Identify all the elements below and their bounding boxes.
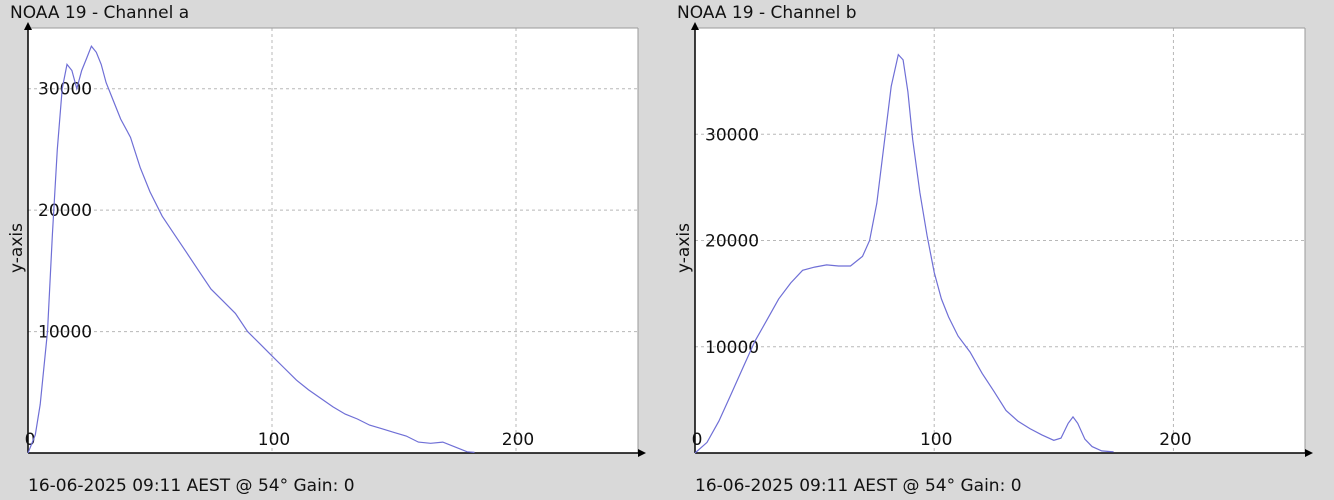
y-tick-label: 20000 [38,201,92,221]
chart-plot-channel-a: 0 100 200 10000 20000 30000 [24,22,646,457]
y-tick-label: 30000 [38,80,92,100]
y-tick-label: 10000 [705,338,759,358]
y-axis-arrow [24,22,32,30]
plot-area [28,28,638,453]
y-tick-label: 20000 [705,232,759,252]
x-axis-arrow [1305,449,1313,457]
x-tick-label: 200 [502,430,534,450]
series-line [694,53,1114,454]
chart-footer: 16-06-2025 09:11 AEST @ 54° Gain: 0 [28,476,355,496]
x-tick-label: 100 [258,430,290,450]
x-tick-label: 100 [920,430,952,450]
x-tick-label: 0 [25,430,36,450]
x-tick-label: 0 [692,430,703,450]
x-tick-label: 200 [1159,430,1191,450]
y-tick-label: 10000 [38,323,92,343]
chart-panel-channel-b: NOAA 19 - Channel b y-axis 0 100 200 10000 2… [667,0,1327,500]
chart-panel-channel-a: NOAA 19 - Channel a y-axis 0 100 200 10000 2… [0,0,660,500]
chart-footer: 16-06-2025 09:11 AEST @ 54° Gain: 0 [695,476,1022,496]
series-line [27,45,475,454]
x-axis-arrow [638,449,646,457]
chart-title: NOAA 19 - Channel a [10,3,190,23]
chart-plot-channel-b: 0 100 200 10000 20000 30000 [691,22,1313,457]
chart-title: NOAA 19 - Channel b [677,3,857,23]
plot-area [695,28,1305,453]
y-axis-arrow [691,22,699,30]
y-tick-label: 30000 [705,125,759,145]
